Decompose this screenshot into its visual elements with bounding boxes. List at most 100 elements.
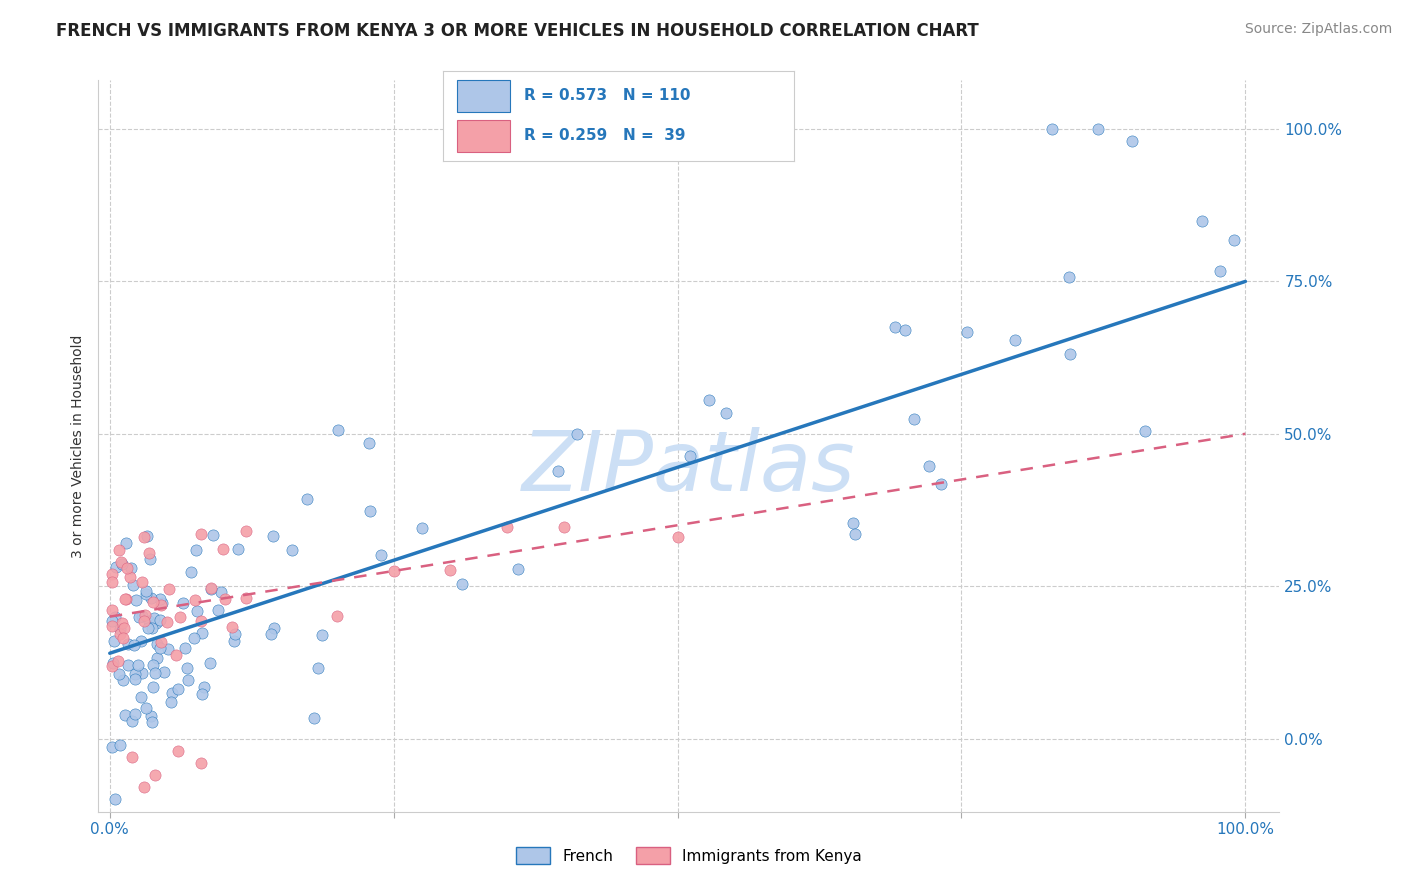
Point: [146, 651, 169, 665]
Point: [127, 657, 149, 672]
Point: [124, 667, 146, 681]
Point: [142, 680, 165, 694]
Point: [228, 541, 250, 556]
Point: [114, 591, 136, 606]
Point: [145, 616, 167, 631]
Point: [136, 621, 159, 635]
Point: [103, 656, 125, 670]
Point: [149, 591, 172, 606]
Point: [893, 323, 915, 337]
Point: [200, 581, 222, 595]
Point: [122, 577, 145, 591]
Point: [101, 615, 124, 629]
Point: [506, 562, 529, 576]
Point: [134, 608, 156, 623]
Point: [135, 583, 157, 598]
Point: [162, 686, 184, 700]
Point: [101, 602, 124, 616]
Point: [108, 627, 131, 641]
Point: [150, 598, 173, 612]
Point: [193, 680, 215, 694]
Point: [112, 621, 135, 635]
Point: [302, 711, 325, 725]
Point: [716, 406, 738, 420]
Point: [186, 604, 208, 618]
Point: [883, 320, 905, 334]
Point: [132, 530, 155, 544]
Point: [666, 530, 689, 544]
Point: [131, 575, 153, 590]
Point: [326, 423, 349, 437]
Point: [105, 560, 128, 574]
Point: [382, 564, 405, 578]
Point: [167, 744, 190, 758]
Point: [117, 657, 139, 672]
Point: [186, 543, 208, 558]
Point: [1191, 214, 1213, 228]
Point: [307, 661, 329, 675]
Point: [142, 595, 165, 609]
Text: R = 0.573   N = 110: R = 0.573 N = 110: [523, 88, 690, 103]
Point: [108, 542, 131, 557]
Point: [115, 535, 138, 549]
Bar: [457, 80, 509, 112]
Point: [114, 592, 136, 607]
Point: [135, 700, 157, 714]
Point: [1057, 270, 1080, 285]
Point: [139, 591, 162, 606]
Bar: [457, 120, 509, 152]
Text: ZIPatlas: ZIPatlas: [522, 427, 856, 508]
Point: [224, 627, 246, 641]
Point: [101, 574, 124, 589]
Point: [262, 529, 284, 543]
Point: [235, 524, 257, 539]
Point: [122, 638, 145, 652]
Point: [956, 325, 979, 339]
Point: [101, 619, 124, 633]
Point: [1133, 424, 1156, 438]
Point: [138, 546, 160, 560]
Point: [142, 657, 165, 672]
Point: [221, 620, 243, 634]
Point: [112, 673, 135, 687]
Point: [450, 576, 472, 591]
Point: [1209, 264, 1232, 278]
Point: [149, 613, 172, 627]
Point: [929, 476, 952, 491]
Point: [191, 626, 214, 640]
Point: [121, 714, 143, 728]
Point: [128, 610, 150, 624]
Point: [132, 780, 155, 795]
Point: [679, 449, 702, 463]
Point: [169, 609, 191, 624]
Point: [115, 561, 138, 575]
Point: [260, 627, 283, 641]
Point: [565, 427, 588, 442]
Point: [198, 657, 221, 671]
Point: [143, 768, 166, 782]
Point: [699, 392, 721, 407]
Point: [200, 582, 222, 597]
Point: [157, 582, 180, 596]
Point: [1059, 347, 1081, 361]
Point: [1040, 122, 1063, 136]
Point: [101, 659, 124, 673]
Point: [110, 555, 132, 569]
Point: [222, 634, 245, 648]
Point: [117, 637, 139, 651]
Point: [180, 565, 202, 579]
Y-axis label: 3 or more Vehicles in Household: 3 or more Vehicles in Household: [72, 334, 86, 558]
Text: R = 0.259   N =  39: R = 0.259 N = 39: [523, 128, 685, 143]
Point: [146, 637, 169, 651]
Point: [160, 695, 183, 709]
Text: FRENCH VS IMMIGRANTS FROM KENYA 3 OR MORE VEHICLES IN HOUSEHOLD CORRELATION CHAR: FRENCH VS IMMIGRANTS FROM KENYA 3 OR MOR…: [56, 22, 979, 40]
Point: [101, 566, 124, 581]
Point: [212, 541, 235, 556]
Point: [139, 552, 162, 566]
Point: [411, 520, 433, 534]
Point: [191, 687, 214, 701]
Point: [209, 585, 232, 599]
Point: [167, 682, 190, 697]
Point: [235, 591, 257, 605]
Point: [439, 563, 461, 577]
